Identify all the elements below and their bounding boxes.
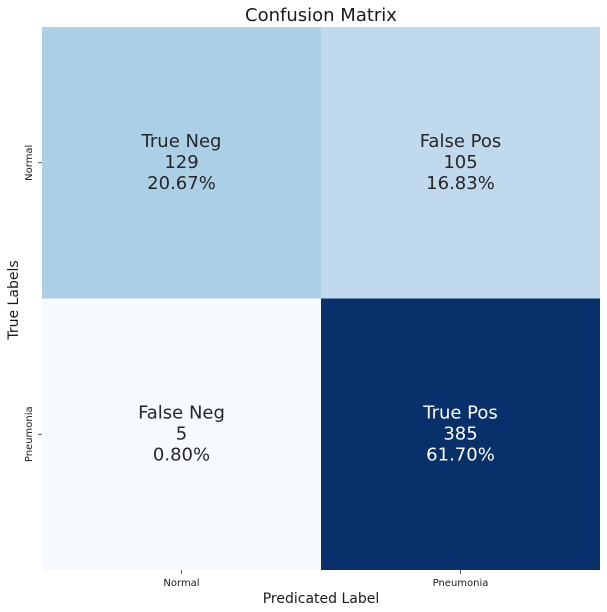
- cell-count-label: 385: [443, 423, 477, 444]
- cell-percent-label: 0.80%: [153, 444, 210, 465]
- x-tick-labels: Normal Pneumonia: [163, 570, 488, 589]
- y-tick-label: Pneumonia: [24, 406, 35, 462]
- x-tick-label: Pneumonia: [433, 578, 489, 589]
- y-axis-label: True Labels: [6, 260, 22, 340]
- cell-count-label: 5: [176, 423, 187, 444]
- heatmap-cell: [321, 298, 600, 570]
- chart-title: Confusion Matrix: [245, 5, 397, 26]
- heatmap-cell: [321, 27, 600, 299]
- y-tick-labels: Normal Pneumonia: [24, 145, 42, 462]
- y-tick-label: Normal: [24, 145, 35, 181]
- cell-category-label: False Neg: [138, 402, 225, 423]
- x-tick-label: Normal: [163, 578, 199, 589]
- x-axis-label: Predicated Label: [263, 591, 380, 607]
- heatmap-cell: [42, 298, 321, 570]
- cell-category-label: True Neg: [141, 131, 222, 152]
- cell-count-label: 129: [164, 152, 198, 173]
- cell-category-label: False Pos: [420, 131, 502, 152]
- cell-count-label: 105: [443, 152, 477, 173]
- cell-percent-label: 16.83%: [426, 173, 495, 194]
- cell-category-label: True Pos: [422, 402, 498, 423]
- cell-percent-label: 20.67%: [147, 173, 216, 194]
- heatmap-cell: [42, 27, 321, 299]
- cell-percent-label: 61.70%: [426, 444, 495, 465]
